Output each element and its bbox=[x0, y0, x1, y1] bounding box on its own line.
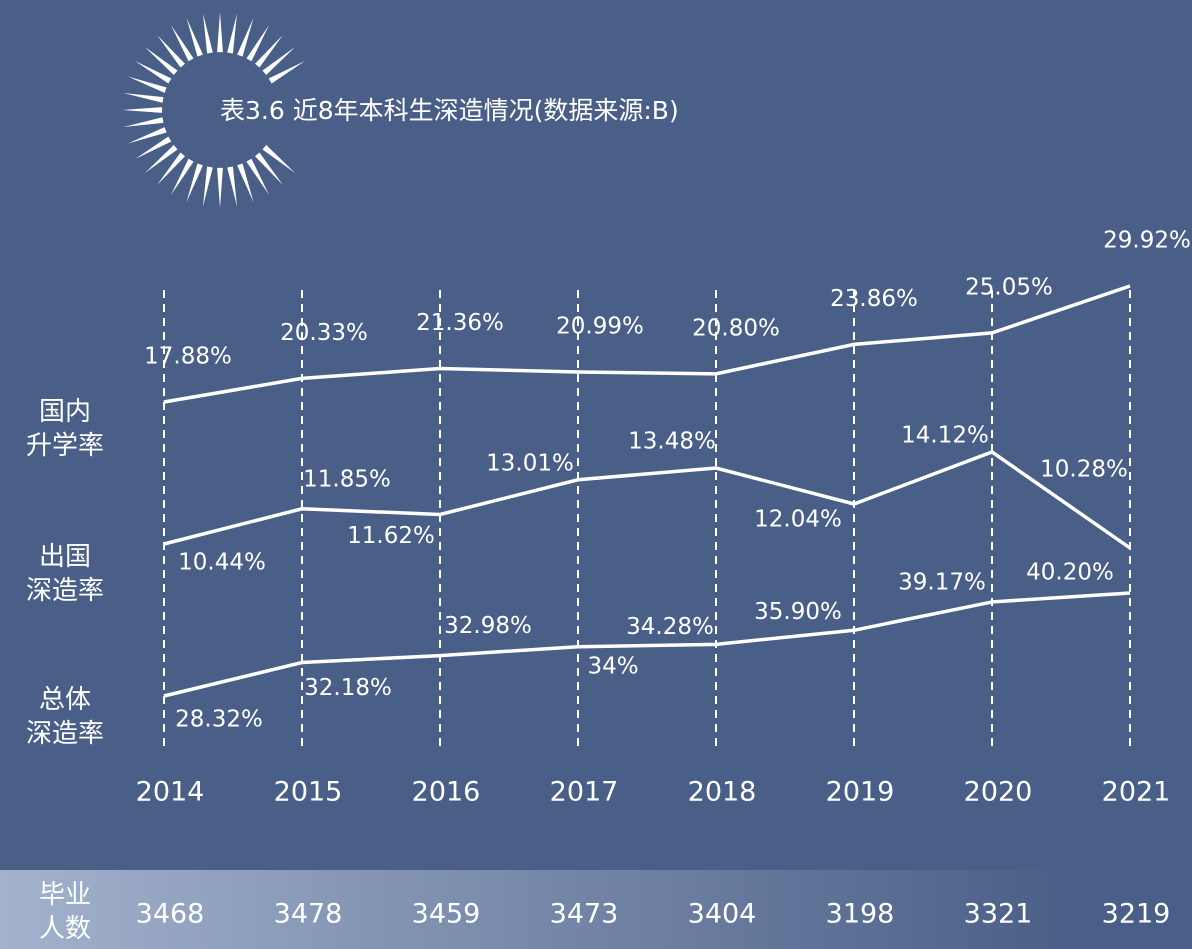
data-label: 20.80% bbox=[692, 315, 780, 341]
data-label: 21.36% bbox=[416, 310, 504, 336]
graduates-band bbox=[0, 870, 1192, 949]
x-tick-label: 2017 bbox=[550, 777, 619, 808]
sun-ray bbox=[144, 47, 178, 75]
data-label: 20.99% bbox=[556, 314, 644, 340]
data-label: 20.33% bbox=[280, 320, 368, 346]
data-label: 14.12% bbox=[901, 423, 989, 449]
sun-ray bbox=[144, 145, 178, 173]
sun-ray bbox=[123, 117, 164, 128]
sun-ray bbox=[202, 166, 213, 207]
sun-ray bbox=[217, 12, 223, 53]
sun-ray bbox=[157, 152, 185, 186]
data-label: 17.88% bbox=[144, 344, 232, 370]
data-label: 34% bbox=[587, 653, 638, 679]
sun-icon bbox=[122, 12, 305, 208]
data-label: 11.85% bbox=[303, 466, 391, 492]
data-label: 10.44% bbox=[178, 550, 266, 576]
sun-ray bbox=[255, 34, 283, 68]
sun-ray bbox=[135, 136, 172, 159]
sun-ray bbox=[262, 47, 296, 75]
x-tick-label: 2014 bbox=[136, 777, 205, 808]
graduates-value: 3473 bbox=[550, 899, 619, 930]
data-label: 25.05% bbox=[965, 274, 1053, 300]
graduates-value: 3321 bbox=[964, 899, 1033, 930]
series-label: 总体 深造率 bbox=[25, 685, 104, 749]
x-tick-label: 2021 bbox=[1102, 777, 1171, 808]
sun-ray bbox=[122, 107, 163, 113]
series-label: 出国 深造率 bbox=[25, 542, 104, 606]
sun-ray bbox=[262, 145, 296, 173]
series-line bbox=[163, 450, 1131, 550]
data-label: 13.48% bbox=[628, 429, 716, 455]
sun-ray bbox=[246, 158, 269, 195]
graduates-value: 3198 bbox=[826, 899, 895, 930]
sun-ray bbox=[127, 127, 167, 144]
data-label: 23.86% bbox=[830, 286, 918, 312]
x-tick-label: 2015 bbox=[274, 777, 343, 808]
chart-title: 表3.6 近8年本科生深造情况(数据来源:B) bbox=[220, 96, 679, 125]
data-label: 11.62% bbox=[347, 523, 435, 549]
data-label: 35.90% bbox=[754, 599, 842, 625]
graduates-value: 3468 bbox=[136, 899, 205, 930]
sun-ray bbox=[268, 61, 305, 84]
sun-ray bbox=[237, 17, 254, 57]
data-label: 12.04% bbox=[754, 507, 842, 533]
graduates-label: 毕业 人数 bbox=[38, 880, 91, 944]
graduates-value: 3459 bbox=[412, 899, 481, 930]
sun-ray bbox=[171, 25, 194, 62]
series-line bbox=[163, 591, 1131, 698]
sun-ray bbox=[123, 92, 164, 103]
sun-ray bbox=[246, 25, 269, 62]
x-tick-label: 2016 bbox=[412, 777, 481, 808]
sun-ray bbox=[157, 34, 185, 68]
data-label: 32.18% bbox=[304, 675, 392, 701]
series-line bbox=[163, 284, 1131, 404]
data-label: 10.28% bbox=[1040, 457, 1128, 483]
graduates-value: 3478 bbox=[274, 899, 343, 930]
series-label: 国内 升学率 bbox=[25, 397, 104, 461]
sun-ray bbox=[227, 13, 238, 54]
sun-ray bbox=[227, 166, 238, 207]
sun-ray bbox=[135, 61, 172, 84]
data-label: 13.01% bbox=[486, 450, 574, 476]
sun-ray bbox=[217, 167, 223, 208]
data-label: 32.98% bbox=[444, 613, 532, 639]
graduates-value: 3404 bbox=[688, 899, 757, 930]
data-label: 29.92% bbox=[1103, 228, 1191, 254]
sun-ray bbox=[186, 17, 203, 57]
data-label: 28.32% bbox=[175, 707, 263, 733]
sun-ray bbox=[171, 158, 194, 195]
sun-ray bbox=[255, 152, 283, 186]
x-tick-label: 2018 bbox=[688, 777, 757, 808]
data-label: 34.28% bbox=[626, 614, 714, 640]
sun-ray bbox=[127, 76, 167, 93]
x-tick-label: 2019 bbox=[826, 777, 895, 808]
sun-ray bbox=[202, 13, 213, 54]
sun-ray bbox=[186, 163, 203, 203]
sun-ray bbox=[237, 163, 254, 203]
x-tick-label: 2020 bbox=[964, 777, 1033, 808]
data-label: 39.17% bbox=[898, 569, 986, 595]
data-label: 40.20% bbox=[1026, 560, 1114, 586]
graduates-value: 3219 bbox=[1102, 899, 1171, 930]
